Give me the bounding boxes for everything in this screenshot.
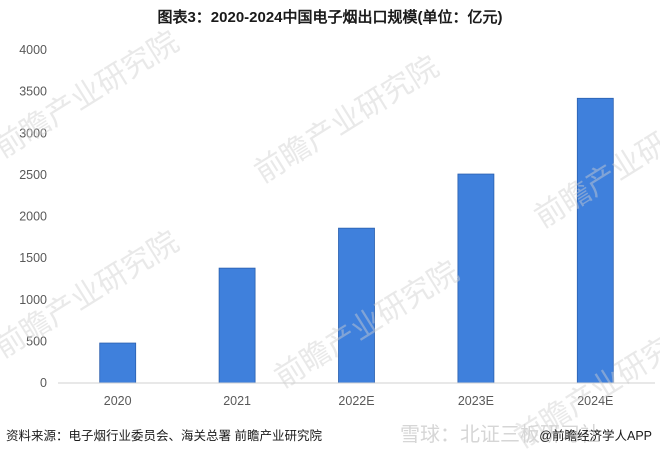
y-tick-label: 3000 <box>19 126 47 140</box>
bar <box>218 267 256 384</box>
brand-watermark: 雪球：北证三板研习社 <box>400 424 600 446</box>
bar <box>457 173 495 384</box>
bar <box>576 97 614 384</box>
x-axis-ticks: 2020 2021 2022E 2023E 2024E <box>104 394 614 408</box>
y-tick-label: 1000 <box>19 293 47 307</box>
y-tick-label: 500 <box>26 334 47 348</box>
x-tick-label: 2023E <box>458 394 494 408</box>
chart-title: 图表3：2020-2024中国电子烟出口规模(单位：亿元) <box>157 9 503 26</box>
bar <box>338 227 375 384</box>
y-axis-ticks: 0 500 1000 1500 2000 2500 3000 3500 4000 <box>19 43 47 390</box>
y-tick-label: 4000 <box>19 43 47 57</box>
x-tick-label: 2022E <box>338 394 374 408</box>
x-tick-label: 2021 <box>223 394 251 408</box>
y-tick-label: 3500 <box>19 85 47 99</box>
x-tick-label: 2024E <box>577 394 613 408</box>
y-tick-label: 2500 <box>19 168 47 182</box>
app-tag: @前瞻经济学人APP <box>539 429 652 443</box>
source-note: 资料来源：电子烟行业委员会、海关总署 前瞻产业研究院 <box>6 429 322 443</box>
bar <box>99 342 137 384</box>
y-tick-label: 0 <box>40 376 47 390</box>
y-tick-label: 2000 <box>19 210 47 224</box>
x-tick-label: 2020 <box>104 394 132 408</box>
bars <box>99 97 614 384</box>
y-tick-label: 1500 <box>19 251 47 265</box>
